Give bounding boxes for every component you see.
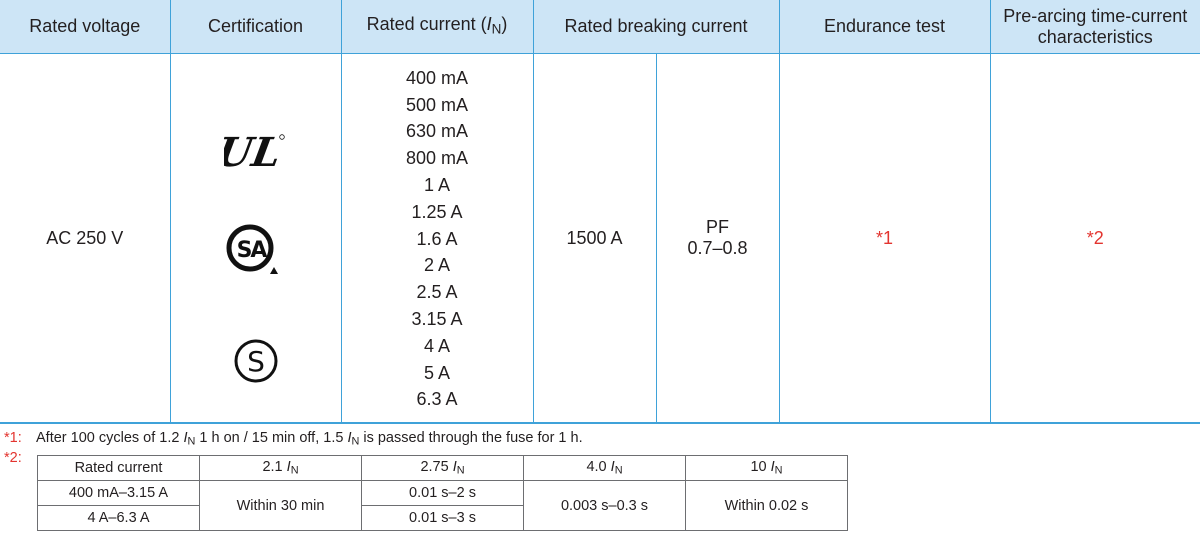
pre-arcing-4-0-cell: 0.003 s–0.3 s [523,480,686,531]
csa-mark-text: SA [236,238,267,263]
s-mark-icon: S [234,339,277,383]
current-value: 1.6 A [416,228,458,249]
multiplier-4-0: 4.0 [586,459,611,476]
header-rated-breaking-current: Rated breaking current [532,0,780,54]
multiplier-2-75-subscript: N [456,464,465,477]
header-pre-arcing: Pre-arcing time-current characteristics [989,0,1200,54]
multiplier-10-symbol: I [770,459,775,476]
header-rated-current-prefix: Rated current ( [366,13,487,34]
pre-arcing-header-2-1: 2.1 IN [199,455,362,481]
pre-arcing-row-2-label: 4 A–6.3 A [37,505,200,531]
multiplier-2-75: 2.75 [420,459,453,476]
footnote-1-symbol-2: I [347,430,352,446]
csa-icon: SA [226,224,278,274]
footnote-2-mark: *2: [4,450,22,466]
certification-cell: UL SA S [169,53,342,424]
pre-arcing-row-1-label: 400 mA–3.15 A [37,480,200,506]
pre-arcing-header-row: Rated current 2.1 IN 2.75 IN 4.0 IN 10 I… [37,455,848,481]
current-value: 2 A [423,255,451,276]
pre-arcing-header-4-0: 4.0 IN [523,455,686,481]
multiplier-4-0-symbol: I [610,459,615,476]
footnote-1-text-b: 1 h on / 15 min off, 1.5 [195,430,348,446]
current-value: 2.5 A [416,282,458,303]
s-mark-text: S [247,345,265,378]
pre-arcing-header-10: 10 IN [685,455,848,481]
current-value: 1 A [423,175,451,195]
footnote-1-mark: *1: [4,430,22,446]
pre-arcing-row-2-2-75: 0.01 s–3 s [361,505,524,531]
multiplier-2-1-subscript: N [290,464,299,477]
header-certification: Certification [169,0,342,54]
multiplier-2-1-symbol: I [286,459,291,476]
current-value: 400 mA [405,67,469,88]
multiplier-10: 10 [750,459,771,476]
voltage-cell: AC 250 V [0,53,171,424]
pre-arcing-row-2: 4 A–6.3 A 0.01 s–3 s [37,505,848,531]
footnote-1-subscript-1: N [187,435,196,448]
header-row: Rated voltage Certification Rated curren… [0,0,1200,54]
current-value: 630 mA [405,121,469,142]
current-value: 4 A [423,335,451,356]
pre-arcing-within-30-cell: Within 30 min [199,480,362,531]
rated-current-cell: 400 mA 500 mA 630 mA 800 mA 1 A 1.25 A 1… [340,53,534,424]
pre-arcing-table: Rated current 2.1 IN 2.75 IN 4.0 IN 10 I… [37,455,848,531]
ul-mark-text: UL [224,130,285,174]
current-value: 800 mA [405,148,469,169]
pre-arcing-header-rated-current: Rated current [37,455,200,481]
header-endurance-test: Endurance test [778,0,991,54]
multiplier-4-0-subscript: N [614,464,623,477]
pre-arcing-ref-cell: *2 [989,53,1200,424]
endurance-ref-cell: *1 [778,53,991,424]
breaking-current-cell: 1500 A [532,53,657,424]
header-rated-current-symbol: I [486,13,492,34]
current-value: 5 A [423,362,451,383]
header-rated-current: Rated current (IN) [340,0,534,54]
current-value: 3.15 A [411,308,463,329]
footnote-1: *1: After 100 cycles of 1.2 IN 1 h on / 1… [4,430,583,448]
rated-current-list: 400 mA 500 mA 630 mA 800 mA 1 A 1.25 A 1… [342,63,533,413]
footnote-1-text-c: is passed through the fuse for 1 h. [359,430,583,446]
pf-label: PF [706,217,730,237]
multiplier-2-1: 2.1 [262,459,287,476]
footnote-1-subscript-2: N [351,435,360,448]
current-value: 500 mA [405,94,469,115]
header-rated-current-suffix: ) [501,13,508,34]
ul-recognized-icon: UL [224,130,285,174]
footnote-1-text-a: After 100 cycles of 1.2 [36,430,184,446]
pre-arcing-10-cell: Within 0.02 s [685,480,848,531]
multiplier-2-75-symbol: I [452,459,457,476]
pre-arcing-header-2-75: 2.75 IN [361,455,524,481]
power-factor-cell: PF 0.7–0.8 [655,53,780,424]
spec-row: AC 250 V UL SA S 400 mA [0,53,1200,424]
current-value: 6.3 A [416,389,458,410]
pre-arcing-row-1-2-75: 0.01 s–2 s [361,480,524,506]
header-rated-voltage: Rated voltage [0,0,171,54]
specifications-table: Rated voltage Certification Rated curren… [0,0,1200,424]
header-rated-current-subscript: N [491,21,502,37]
pf-value: 0.7–0.8 [687,238,748,258]
pre-arcing-row-1: 400 mA–3.15 A Within 30 min 0.01 s–2 s 0… [37,480,848,531]
multiplier-10-subscript: N [774,464,783,477]
current-value: 1.25 A [411,201,463,222]
footnote-1-symbol-1: I [183,430,188,446]
